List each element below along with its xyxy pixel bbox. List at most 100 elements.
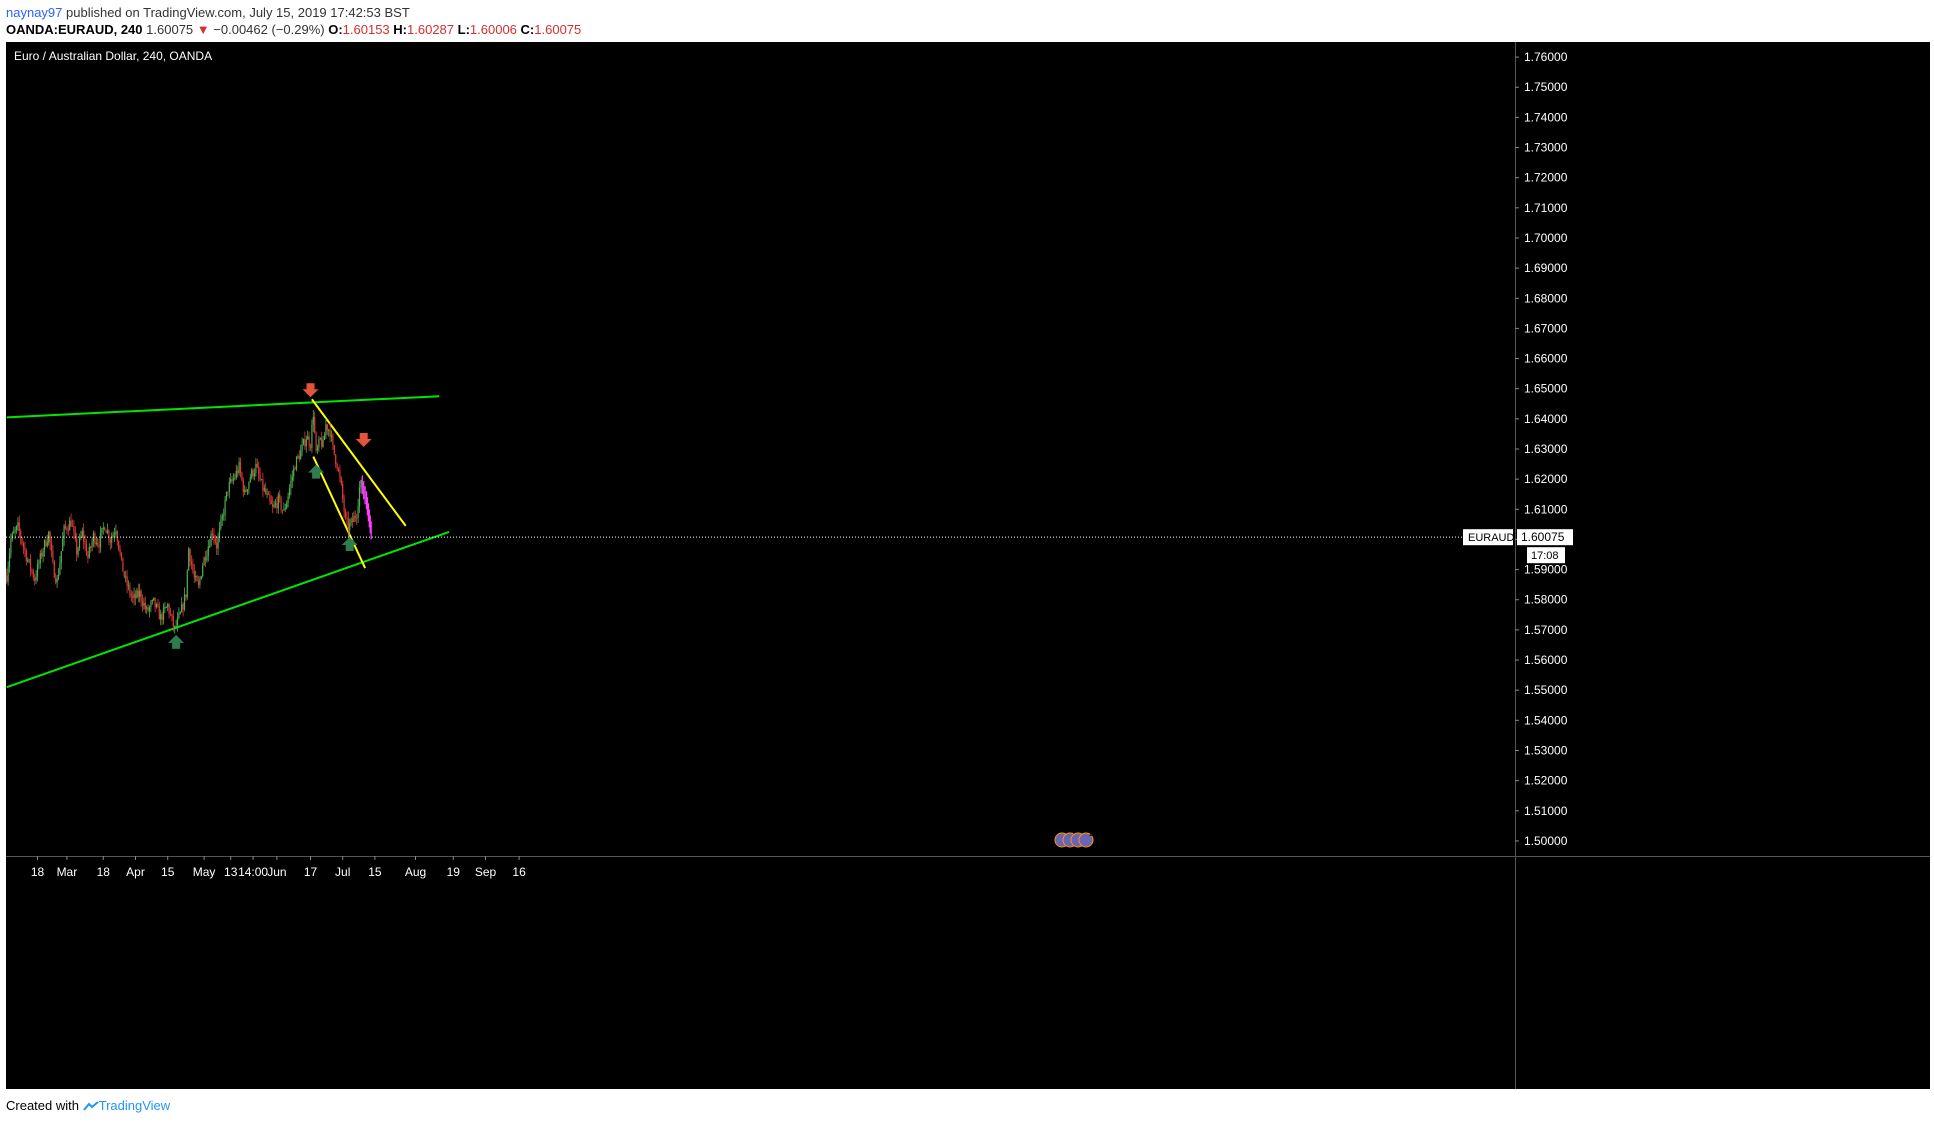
candle: [46, 534, 48, 548]
y-tick-label: 1.62000: [1524, 472, 1568, 486]
candle: [160, 609, 162, 626]
candle: [260, 478, 263, 481]
y-tick-label: 1.52000: [1524, 774, 1568, 788]
candle: [127, 580, 130, 591]
candle: [181, 596, 183, 613]
low-value: 1.60006: [469, 22, 517, 37]
candle: [143, 597, 145, 610]
candle: [251, 467, 253, 480]
candle: [87, 550, 89, 564]
candle: [258, 461, 260, 482]
trendline-upper-green: [6, 395, 440, 419]
candle: [209, 538, 211, 549]
x-tick-label: 14:00: [238, 865, 268, 879]
candle: [351, 512, 354, 528]
axes-layer: 1.76000 1.75000 1.74000 1.73000 1.72000 1.710…: [6, 42, 1930, 1089]
symbol-tag-label: EURAUD: [1468, 532, 1515, 544]
candle: [11, 531, 13, 542]
chart-area[interactable]: 1.76000 1.75000 1.74000 1.73000 1.72000 1.710…: [6, 42, 1930, 1089]
arrow-up-icon: [308, 464, 325, 479]
candle: [281, 509, 284, 515]
candle: [94, 531, 96, 548]
y-tick-label: 1.50000: [1524, 834, 1568, 848]
candle: [113, 527, 116, 543]
x-tick-label: 18: [97, 865, 111, 879]
candle: [316, 444, 319, 454]
candle: [335, 453, 337, 468]
candle: [80, 530, 82, 541]
high-value: 1.60287: [407, 22, 455, 37]
publish-line: naynay97 published on TradingView.com, J…: [6, 4, 581, 21]
trendline-lower-yellow: [312, 456, 367, 569]
candle: [162, 603, 165, 625]
candle: [136, 587, 138, 599]
candle: [356, 513, 358, 525]
candle: [358, 481, 361, 514]
candle: [60, 551, 62, 570]
candle: [146, 605, 148, 615]
tradingview-brand[interactable]: TradingView: [98, 1098, 171, 1113]
candle: [188, 547, 190, 571]
candle: [321, 431, 323, 450]
candle: [206, 549, 208, 563]
candle: [357, 498, 359, 523]
candle: [50, 536, 53, 558]
candle: [34, 573, 36, 586]
candle: [249, 473, 251, 483]
candle: [284, 503, 286, 513]
candle: [105, 529, 107, 533]
candle: [186, 569, 188, 600]
candle: [225, 491, 228, 502]
candle: [269, 490, 271, 506]
candle: [227, 491, 229, 497]
close-value: 1.60075: [534, 22, 582, 37]
candle: [318, 435, 320, 452]
candle: [109, 536, 111, 551]
candle: [253, 468, 256, 481]
candle: [330, 430, 333, 442]
candle: [204, 551, 207, 568]
countdown-tag: [1527, 547, 1565, 564]
price-chart[interactable]: 1.76000 1.75000 1.74000 1.73000 1.72000 1.710…: [6, 42, 1930, 1089]
candle: [92, 530, 95, 548]
candle: [200, 575, 202, 580]
candle: [245, 486, 247, 493]
candle: [238, 457, 240, 476]
candle: [267, 491, 270, 496]
candle: [283, 502, 285, 511]
x-tick-label: 19: [447, 865, 461, 879]
candle: [293, 465, 295, 482]
author-link[interactable]: naynay97: [6, 5, 63, 20]
candle: [263, 484, 265, 493]
x-tick-label: 16: [512, 865, 526, 879]
arrows-layer: [168, 383, 372, 649]
candle: [343, 494, 345, 519]
candle: [69, 516, 71, 531]
candle: [307, 430, 309, 440]
candle: [286, 500, 288, 510]
candle: [130, 590, 132, 602]
candle: [66, 526, 68, 535]
candle: [38, 559, 40, 570]
candle: [168, 602, 170, 619]
candle: [175, 619, 177, 630]
trendline-lower-green: [6, 530, 450, 689]
low-label: L:: [457, 22, 470, 37]
candle: [244, 484, 246, 495]
candle: [322, 435, 324, 448]
candle: [157, 598, 159, 608]
x-tick-label: 17: [304, 865, 318, 879]
y-tick-label: 1.74000: [1524, 110, 1568, 124]
candle: [300, 444, 302, 460]
candle: [64, 520, 67, 530]
candle: [288, 484, 291, 500]
candle: [214, 534, 216, 545]
candle: [202, 562, 204, 578]
candle: [239, 457, 242, 478]
candle: [133, 587, 135, 606]
candle: [169, 607, 172, 617]
candle: [294, 466, 296, 470]
y-tick-label: 1.73000: [1524, 141, 1568, 155]
candle: [216, 536, 218, 556]
open-value: 1.60153: [342, 22, 390, 37]
